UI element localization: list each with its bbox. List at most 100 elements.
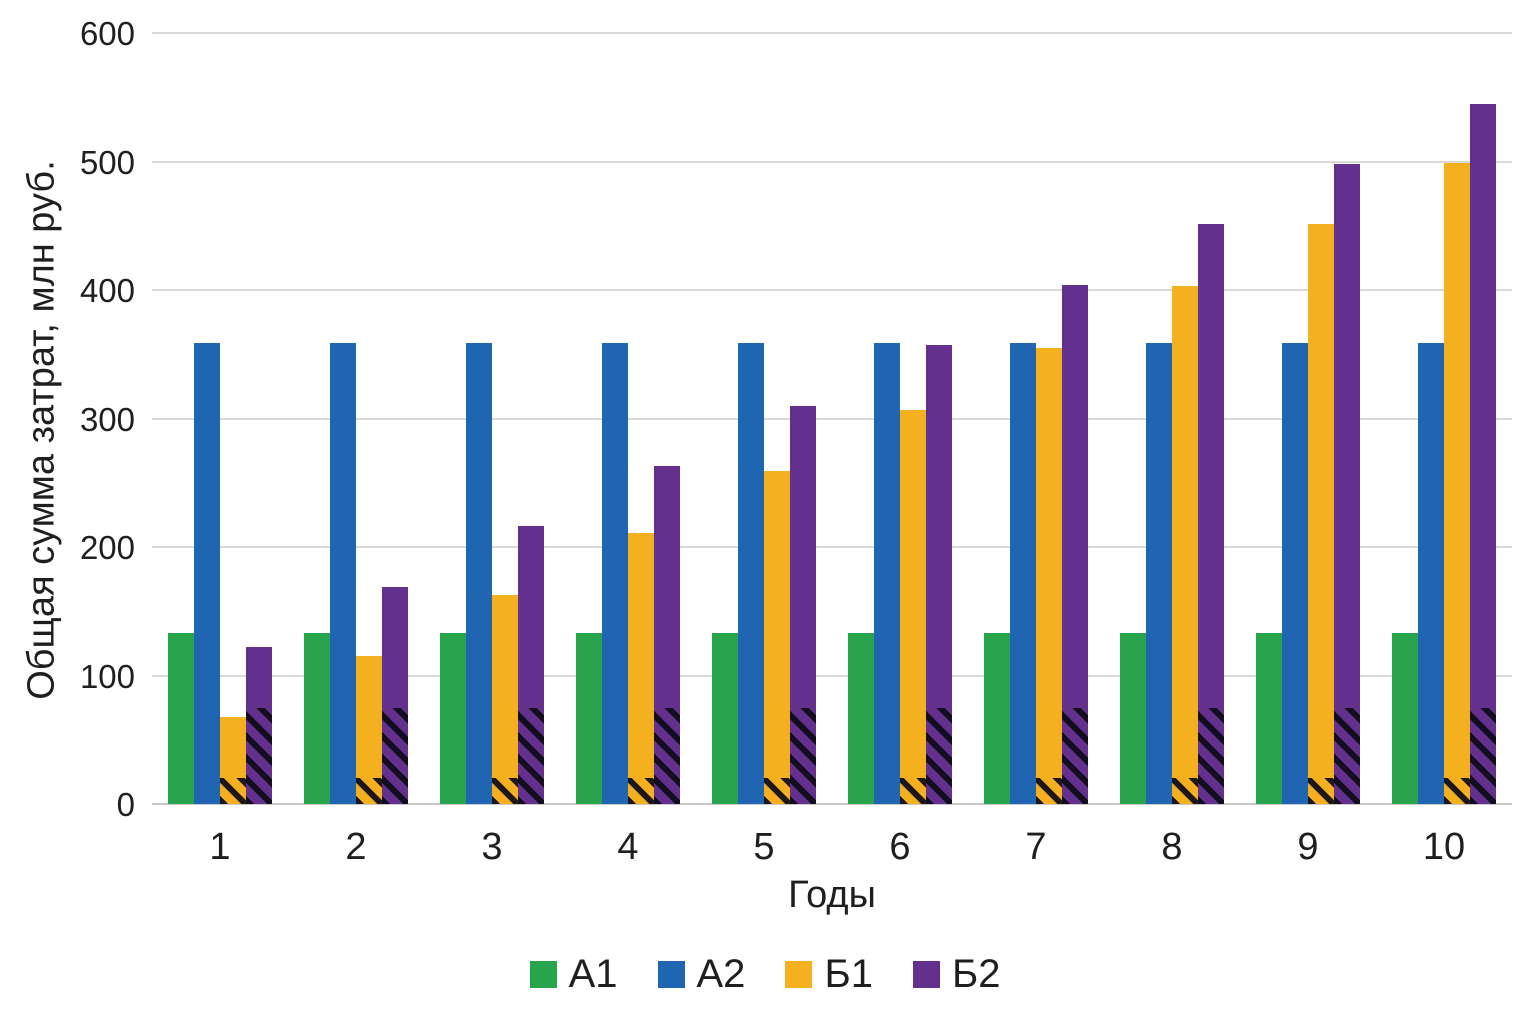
hatch-overlay-Б1-year1 — [220, 778, 246, 804]
hatch-overlay-Б1-year5 — [764, 778, 790, 804]
gridline-y300 — [152, 417, 1512, 420]
bar-group-9 — [1240, 33, 1376, 804]
hatch-overlay-Б1-year2 — [356, 778, 382, 804]
x-tick-label-1: 1 — [209, 826, 231, 868]
x-tick-label-5: 5 — [753, 826, 775, 868]
x-tick-label-3: 3 — [481, 826, 503, 868]
gridline-y500 — [152, 160, 1512, 163]
bar-group-5 — [696, 33, 832, 804]
legend-swatch-А1 — [529, 961, 557, 988]
bar-А1-year6 — [848, 633, 874, 804]
bar-Б2-year7 — [1062, 284, 1088, 804]
bar-Б1-year7 — [1036, 347, 1062, 804]
y-tick-label-0: 0 — [116, 786, 135, 823]
bar-А1-year4 — [576, 633, 602, 804]
hatch-overlay-Б2-year6 — [926, 707, 952, 804]
y-tick-label-400: 400 — [79, 272, 135, 309]
gridline-y0 — [152, 803, 1512, 805]
bar-Б2-year6 — [926, 345, 952, 804]
bar-Б2-year5 — [790, 405, 816, 804]
x-tick-label-9: 9 — [1297, 826, 1319, 868]
y-tick-label-100: 100 — [79, 657, 135, 695]
hatch-overlay-Б2-year2 — [382, 707, 408, 804]
x-tick-label-4: 4 — [617, 826, 639, 868]
x-tick-label-2: 2 — [345, 826, 367, 868]
bar-Б1-year10 — [1444, 162, 1470, 804]
gridline-y400 — [152, 289, 1512, 291]
bar-Б1-year3 — [492, 594, 518, 804]
hatch-overlay-Б2-year9 — [1334, 707, 1360, 804]
legend-swatch-Б2 — [912, 961, 940, 988]
hatch-overlay-Б1-year10 — [1444, 778, 1470, 804]
legend-label-А2: А2 — [696, 952, 746, 996]
bar-Б2-year2 — [382, 586, 408, 804]
bar-Б2-year8 — [1198, 224, 1224, 804]
bar-group-1 — [152, 33, 288, 804]
bar-А2-year8 — [1146, 342, 1172, 804]
legend: А1 А2 Б1 Б2 — [0, 952, 1530, 997]
hatch-overlay-Б2-year10 — [1470, 707, 1496, 804]
bar-А2-year4 — [602, 342, 628, 804]
bar-А1-year5 — [712, 633, 738, 804]
bar-Б1-year4 — [628, 532, 654, 804]
hatch-overlay-Б1-year8 — [1172, 778, 1198, 804]
hatch-overlay-Б2-year5 — [790, 707, 816, 804]
hatch-overlay-Б2-year3 — [518, 707, 544, 804]
hatch-overlay-Б1-year4 — [628, 778, 654, 804]
bar-Б2-year10 — [1470, 103, 1496, 804]
hatch-overlay-Б2-year8 — [1198, 707, 1224, 804]
bar-group-4 — [560, 33, 696, 804]
hatch-overlay-Б1-year7 — [1036, 778, 1062, 804]
gridline-y100 — [152, 674, 1512, 677]
legend-label-А1: А1 — [568, 952, 618, 996]
bar-А1-year10 — [1392, 633, 1418, 804]
bar-Б1-year9 — [1308, 224, 1334, 804]
x-axis-title: Годы — [788, 874, 876, 916]
x-tick-label-6: 6 — [889, 826, 911, 868]
y-tick-label-300: 300 — [79, 400, 135, 438]
legend-swatch-Б1 — [785, 961, 813, 988]
hatch-overlay-Б1-year3 — [492, 778, 518, 804]
bar-А1-year3 — [440, 633, 466, 804]
y-tick-label-200: 200 — [79, 529, 135, 566]
gridline-y200 — [152, 546, 1512, 548]
bar-А2-year10 — [1418, 342, 1444, 804]
bar-А2-year5 — [738, 342, 764, 804]
bar-А2-year1 — [194, 342, 220, 804]
bar-А1-year9 — [1256, 633, 1282, 804]
bar-А1-year2 — [304, 633, 330, 804]
x-tick-label-8: 8 — [1161, 826, 1183, 868]
bar-Б1-year6 — [900, 409, 926, 804]
hatch-overlay-Б1-year9 — [1308, 778, 1334, 804]
bar-group-7 — [968, 33, 1104, 804]
hatch-overlay-Б2-year4 — [654, 707, 680, 804]
gridline-y600 — [152, 32, 1512, 34]
bar-А1-year8 — [1120, 633, 1146, 804]
bar-А2-year6 — [874, 342, 900, 804]
hatch-overlay-Б1-year6 — [900, 778, 926, 804]
hatch-overlay-Б2-year7 — [1062, 707, 1088, 804]
bar-Б1-year2 — [356, 656, 382, 804]
legend-item-Б2: Б2 — [912, 952, 1001, 997]
legend-label-Б1: Б1 — [824, 952, 873, 996]
legend-item-Б1: Б1 — [785, 952, 873, 997]
legend-swatch-А2 — [657, 961, 685, 988]
bar-А2-year9 — [1282, 342, 1308, 804]
bar-Б2-year1 — [246, 647, 272, 804]
plot-area — [152, 32, 1512, 805]
bar-Б1-year1 — [220, 716, 246, 804]
legend-label-Б2: Б2 — [951, 952, 1001, 996]
bar-А2-year3 — [466, 342, 492, 804]
bar-Б2-year4 — [654, 466, 680, 804]
bar-А1-year7 — [984, 633, 1010, 804]
bar-group-2 — [288, 33, 424, 804]
bar-Б2-year9 — [1334, 164, 1360, 804]
bar-А2-year2 — [330, 342, 356, 804]
y-tick-label-600: 600 — [79, 15, 135, 52]
bar-А1-year1 — [168, 633, 194, 804]
y-tick-label-500: 500 — [79, 143, 135, 181]
legend-item-А1: А1 — [529, 952, 618, 997]
bar-group-10 — [1376, 33, 1512, 804]
x-tick-label-7: 7 — [1025, 826, 1047, 868]
